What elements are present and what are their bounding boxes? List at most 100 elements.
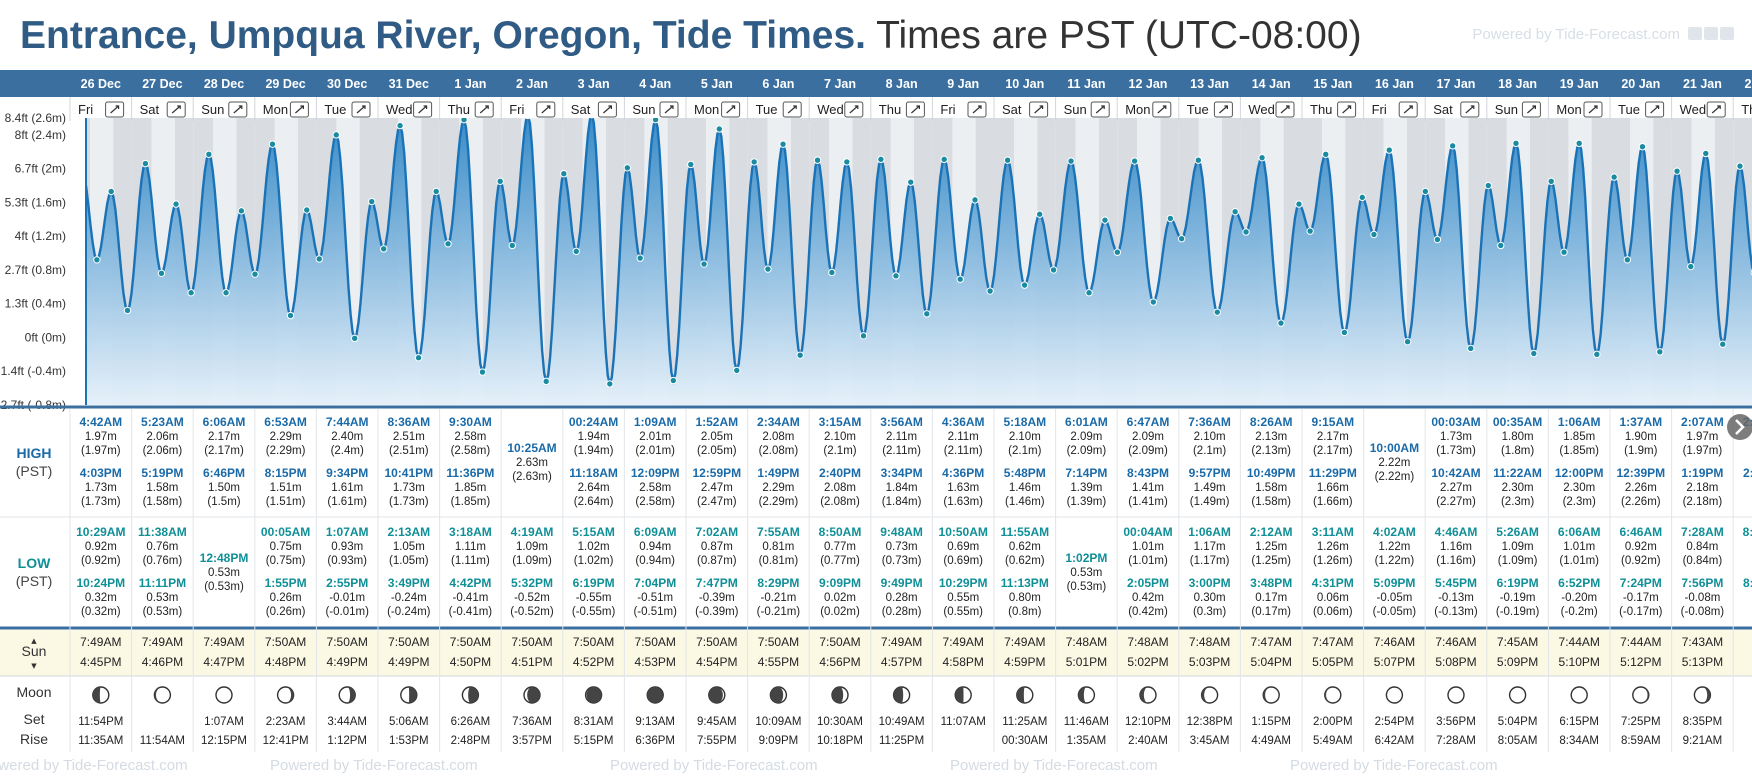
expand-arrow-icon [356, 105, 366, 114]
expand-day-button[interactable] [782, 101, 802, 118]
expand-day-button[interactable] [1521, 101, 1541, 118]
weekday-label: Sat [1433, 102, 1453, 117]
expand-day-button[interactable] [1645, 101, 1665, 118]
tide-extreme-point [1231, 207, 1239, 216]
moon-shadow [893, 687, 904, 703]
low-tide-height-alt: (-0.55m) [572, 606, 616, 618]
tide-extreme-point [971, 196, 979, 204]
low-tide-time: 2:05PM [1127, 576, 1169, 590]
expand-day-button[interactable] [1275, 101, 1295, 118]
sun-row-label: Sun [22, 643, 47, 659]
y-tick-label: -2.7ft (-0.8m) [0, 398, 66, 412]
expand-arrow-icon [1588, 105, 1598, 114]
tide-extreme-point [1687, 262, 1695, 271]
sunrise-time: 7:49AM [943, 635, 984, 649]
low-tide-time: 10:29PM [939, 576, 988, 590]
date-label: 31 Dec [389, 77, 429, 91]
low-tide-height-alt: (0.02m) [820, 606, 860, 618]
sunrise-time: 7:50AM [696, 635, 737, 649]
sunset-time: 4:45PM [80, 655, 121, 669]
high-tide-height-alt: (1.97m) [81, 445, 121, 457]
sunset-time: 5:03PM [1189, 655, 1230, 669]
low-tide-height-alt: (1.01m) [1559, 555, 1599, 567]
expand-day-button[interactable] [1583, 101, 1603, 118]
high-tide-time: 11:18AM [569, 466, 618, 480]
facebook-icon[interactable] [1688, 26, 1702, 40]
moon-line-1: 2:23AM [266, 716, 306, 728]
expand-day-button[interactable] [1337, 101, 1357, 118]
expand-day-button[interactable] [351, 101, 371, 118]
tide-extreme-point [222, 289, 230, 297]
high-tide-height-m: 1.73m [393, 482, 425, 494]
high-tide-time: 7:44AM [326, 415, 369, 429]
low-tide-height-m: -0.08m [1685, 592, 1721, 604]
expand-day-button[interactable] [536, 101, 556, 118]
expand-day-button[interactable] [1029, 101, 1049, 118]
tide-extreme-point [1149, 298, 1158, 306]
high-tide-height-alt: (2.22m) [1375, 471, 1415, 483]
high-tide-height-alt: (2.01m) [635, 445, 675, 457]
low-tide-height-alt: (0.87m) [697, 555, 737, 567]
expand-day-button[interactable] [1213, 101, 1233, 118]
date-label: 20 Jan [1621, 77, 1660, 91]
moon-line-2: 4:49AM [1251, 735, 1291, 747]
y-tick-label: 4ft (1.2m) [15, 229, 66, 243]
low-tide-time: 2:13AM [387, 525, 430, 539]
twitter-icon[interactable] [1704, 26, 1718, 40]
scroll-right-button[interactable] [1727, 414, 1752, 440]
tide-extreme-point [1656, 348, 1664, 356]
high-tide-height-m: 2.10m [824, 431, 856, 443]
weekday-label: Fri [940, 102, 955, 117]
high-tide-height-m: 2.10m [1009, 431, 1041, 443]
moon-shadow [527, 687, 540, 703]
expand-arrow-icon [479, 105, 489, 114]
footer-watermark: Powered by Tide-Forecast.com Powered by T… [0, 752, 1752, 778]
expand-day-button[interactable] [1090, 101, 1110, 118]
expand-day-button[interactable] [413, 101, 433, 118]
date-label: 12 Jan [1129, 77, 1168, 91]
expand-arrow-icon [911, 105, 920, 114]
low-tide-time: 5:26AM [1496, 525, 1539, 539]
sunrise-time: 7:49AM [80, 635, 121, 649]
sunset-time: 4:47PM [203, 655, 244, 669]
expand-day-button[interactable] [166, 101, 186, 118]
expand-day-button[interactable] [474, 101, 494, 118]
weekday-label: Wed [1680, 102, 1707, 117]
tide-extreme-point [251, 270, 259, 278]
expand-day-button[interactable] [1706, 101, 1726, 118]
high-tide-height-m: 2.58m [454, 431, 486, 443]
low-tide-height-m: 1.17m [1194, 541, 1226, 553]
moon-phase-icon [584, 686, 603, 704]
high-tide-height-alt: (1.85m) [451, 496, 491, 508]
low-tide-time: 11:13PM [1001, 576, 1049, 590]
high-tide-height-alt: (2.29m) [266, 445, 306, 457]
low-tide-time: 9:09PM [819, 576, 861, 590]
expand-day-button[interactable] [1460, 101, 1480, 118]
y-tick-label: 2.7ft (0.8m) [5, 263, 66, 277]
expand-day-button[interactable] [967, 101, 987, 118]
share-icon[interactable] [1720, 26, 1734, 40]
powered-by-link[interactable]: Powered by Tide-Forecast.com [1472, 26, 1734, 44]
expand-day-button[interactable] [1152, 101, 1172, 118]
high-tide-time: 11:22AM [1493, 466, 1542, 480]
expand-day-button[interactable] [721, 101, 741, 118]
high-tide-height-alt: (1.46m) [1005, 496, 1045, 508]
expand-day-button[interactable] [105, 101, 125, 118]
expand-day-button[interactable] [905, 101, 925, 118]
expand-day-button[interactable] [659, 101, 679, 118]
high-tide-time: 2:01PM [1743, 466, 1752, 480]
high-tide-height-m: 2.13m [1255, 431, 1287, 443]
sunset-time: 4:50PM [450, 655, 491, 669]
weekday-label: Tue [1187, 102, 1209, 117]
expand-day-button[interactable] [844, 101, 864, 118]
tide-extreme-point [1049, 266, 1058, 274]
high-tide-height-m: 2.10m [1194, 431, 1226, 443]
expand-day-button[interactable] [289, 101, 309, 118]
high-tide-time: 11:36PM [446, 466, 494, 480]
expand-day-button[interactable] [1398, 101, 1418, 118]
date-label: 21 Jan [1683, 77, 1722, 91]
high-tide-height-m: 1.73m [85, 482, 117, 494]
expand-day-button[interactable] [228, 101, 248, 118]
expand-day-button[interactable] [597, 101, 617, 118]
low-tide-time: 4:19AM [511, 525, 554, 539]
